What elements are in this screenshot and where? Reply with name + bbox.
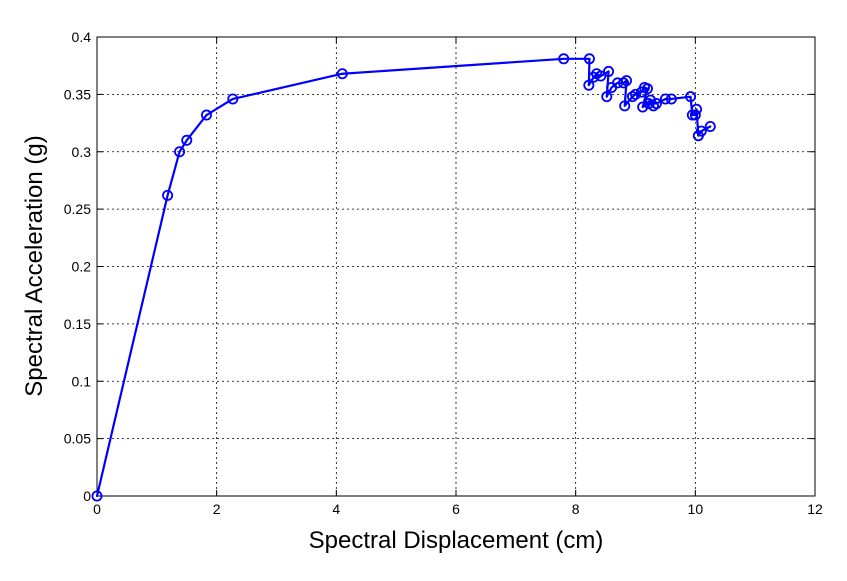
y-tick-label: 0.35 <box>64 86 91 102</box>
y-axis-label: Spectral Acceleration (g) <box>21 135 48 396</box>
data-point-marker <box>637 101 649 113</box>
data-point-marker <box>200 109 212 121</box>
data-point-marker <box>630 88 642 100</box>
data-point-marker <box>227 93 239 105</box>
data-point-marker <box>558 53 570 65</box>
y-tick-label: 0 <box>83 488 91 504</box>
data-point-marker <box>685 91 697 103</box>
y-tick-label: 0.05 <box>64 431 91 447</box>
data-point-marker <box>621 75 633 87</box>
data-point-marker <box>695 125 707 137</box>
x-axis-label: Spectral Displacement (cm) <box>309 527 604 554</box>
data-point-marker <box>601 91 613 103</box>
data-point-marker <box>689 109 701 121</box>
data-point-marker <box>704 121 716 133</box>
tick-layer: 0 2 4 6 8 10 12 0 0.05 0.1 0.15 0.2 0.25 0.3 0.35 0.4 <box>64 29 823 517</box>
x-tick-label: 4 <box>332 501 340 517</box>
series-line <box>95 57 712 498</box>
y-tick-label: 0.2 <box>72 259 92 275</box>
data-point-marker <box>691 103 703 115</box>
y-tick-label: 0.3 <box>72 144 92 160</box>
x-tick-label: 2 <box>213 501 221 517</box>
data-point-marker <box>665 93 677 105</box>
data-point-marker <box>91 490 103 502</box>
x-tick-label: 8 <box>572 501 580 517</box>
data-point-marker <box>618 77 630 89</box>
y-tick-label: 0.15 <box>64 316 91 332</box>
data-point-marker <box>650 98 662 110</box>
data-point-marker <box>588 71 600 83</box>
y-tick-label: 0.25 <box>64 201 91 217</box>
data-point-marker <box>627 91 639 103</box>
x-tick-label: 0 <box>93 501 101 517</box>
data-point-marker <box>583 79 595 91</box>
data-point-marker <box>336 68 348 80</box>
data-point-marker <box>659 93 671 105</box>
data-point-marker <box>174 146 186 158</box>
x-tick-label: 6 <box>452 501 460 517</box>
data-point-marker <box>595 70 607 82</box>
y-tick-label: 0.4 <box>72 29 92 45</box>
x-tick-label: 10 <box>688 501 704 517</box>
data-point-marker <box>603 65 615 77</box>
data-point-marker <box>641 83 653 95</box>
series-layer <box>91 53 716 502</box>
data-point-marker <box>583 53 595 65</box>
data-point-marker <box>181 134 193 146</box>
data-point-marker <box>643 98 655 110</box>
x-tick-label: 12 <box>807 501 823 517</box>
data-point-marker <box>619 100 631 112</box>
data-point-marker <box>162 189 174 201</box>
y-tick-label: 0.1 <box>72 373 92 389</box>
